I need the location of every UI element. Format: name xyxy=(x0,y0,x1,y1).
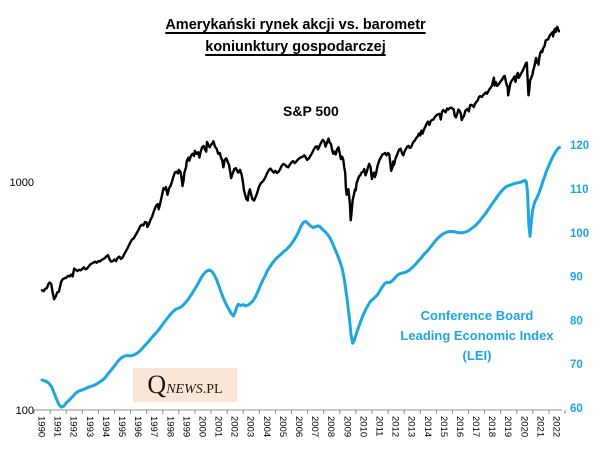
y-axis-right-label: 110 xyxy=(570,184,589,196)
x-axis-label: 2004 xyxy=(261,416,272,437)
lei-series-label: Conference Board Leading Economic Index … xyxy=(368,306,586,366)
x-axis-label: 2000 xyxy=(196,416,207,437)
x-axis-label: 1992 xyxy=(68,416,79,437)
x-axis-label: 1990 xyxy=(36,416,47,437)
lei-series-label-line1: Conference Board xyxy=(420,308,534,323)
sp500-series-label: S&P 500 xyxy=(283,103,339,119)
y-axis-left-label: 100 xyxy=(16,405,34,417)
sp500-line xyxy=(40,25,561,301)
qnews-watermark-q: Q xyxy=(147,370,167,399)
x-axis-label: 2018 xyxy=(486,416,497,437)
lei-series-label-line3: (LEI) xyxy=(462,348,492,363)
lei-line xyxy=(40,145,561,409)
chart-title-line2: koniunktury gospodarczej xyxy=(205,39,386,55)
x-axis-label: 1994 xyxy=(100,416,111,437)
x-axis-label: 2002 xyxy=(229,416,240,437)
x-axis-label: 2014 xyxy=(422,416,433,437)
x-axis-label: 2005 xyxy=(277,416,288,437)
x-axis-label: 2001 xyxy=(213,416,224,437)
x-axis-label: 1996 xyxy=(132,416,143,437)
x-axis-label: 2017 xyxy=(470,416,481,437)
x-axis-ticks xyxy=(33,410,566,414)
x-axis-label: 1995 xyxy=(116,416,127,437)
lei-series-label-line2: Leading Economic Index xyxy=(400,328,554,343)
y-axis-right-label: 80 xyxy=(570,315,583,327)
x-axis-label: 2008 xyxy=(325,416,336,437)
x-axis-label: 1997 xyxy=(148,416,159,437)
qnews-watermark-pl: .PL xyxy=(202,382,223,397)
chart-title-line1: Amerykański rynek akcji vs. barometr xyxy=(165,17,426,33)
x-axis-labels: 1990 1991 1992 1993 1994 1995 1996 1997 1998 1999… xyxy=(36,416,562,437)
x-axis-label: 2012 xyxy=(390,416,401,437)
x-axis-label: 2011 xyxy=(374,416,385,436)
x-axis-label: 2016 xyxy=(454,416,465,437)
qnews-watermark: Q NEWS .PL xyxy=(133,368,237,402)
x-axis-label: 2003 xyxy=(245,416,256,437)
x-axis-label: 1998 xyxy=(164,416,175,437)
x-axis-label: 1993 xyxy=(84,416,95,437)
x-axis-label: 1999 xyxy=(180,416,191,437)
y-axis-right-labels: 120 110 100 90 80 70 60 xyxy=(570,140,589,415)
y-axis-right-label: 100 xyxy=(570,228,589,240)
x-axis-label: 2015 xyxy=(438,416,449,437)
x-axis-label: 2010 xyxy=(357,416,368,437)
x-axis-label: 2021 xyxy=(534,416,545,437)
x-axis-label: 2007 xyxy=(309,416,320,437)
x-axis-label: 1991 xyxy=(52,416,63,437)
y-axis-right-label: 120 xyxy=(570,140,589,152)
qnews-watermark-news: NEWS xyxy=(166,382,203,397)
y-axis-left-labels: 1000 100 xyxy=(10,177,34,417)
x-axis-label: 2022 xyxy=(551,416,562,437)
y-axis-right-label: 70 xyxy=(570,359,583,371)
y-axis-right-label: 90 xyxy=(570,272,583,284)
x-axis-label: 2009 xyxy=(341,416,352,437)
x-axis-label: 2019 xyxy=(502,416,513,437)
chart-title: Amerykański rynek akcji vs. barometr kon… xyxy=(0,14,591,58)
y-axis-right-label: 60 xyxy=(570,403,583,415)
x-axis-label: 2013 xyxy=(406,416,417,437)
x-axis-label: 2020 xyxy=(518,416,529,437)
y-axis-left-label: 1000 xyxy=(10,177,34,189)
x-axis-label: 2006 xyxy=(293,416,304,437)
